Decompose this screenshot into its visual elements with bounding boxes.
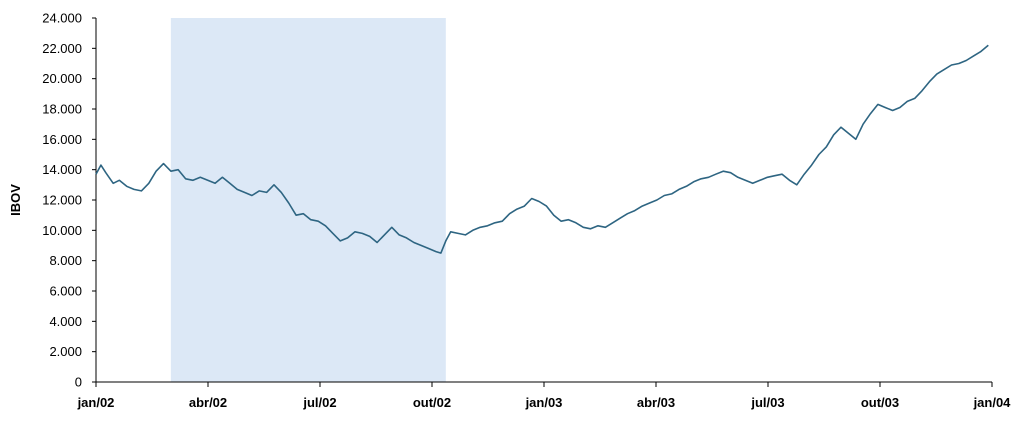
y-tick-label: 24.000 [42, 11, 82, 26]
x-tick-label: out/03 [861, 395, 899, 410]
x-tick-label: abr/02 [189, 395, 227, 410]
y-tick-label: 14.000 [42, 162, 82, 177]
y-tick-label: 8.000 [49, 253, 82, 268]
x-tick-label: jan/03 [525, 395, 563, 410]
y-axis-title: IBOV [8, 184, 23, 216]
x-tick-label: jan/04 [973, 395, 1012, 410]
y-tick-label: 16.000 [42, 132, 82, 147]
x-tick-label: abr/03 [637, 395, 675, 410]
x-axis: jan/02 abr/02 jul/02 out/02 jan/03 abr/03 jul/… [77, 381, 1012, 410]
y-tick-label: 4.000 [49, 314, 82, 329]
x-tick-label: jul/02 [302, 395, 336, 410]
x-tick-label: jul/03 [750, 395, 784, 410]
series-line-ibov [95, 44, 989, 254]
y-tick-label: 10.000 [42, 223, 82, 238]
y-tick-label: 6.000 [49, 284, 82, 299]
y-tick-label: 18.000 [42, 102, 82, 117]
y-tick-label: 22.000 [42, 41, 82, 56]
y-axis: 0 2.000 4.000 6.000 8.000 10.000 12.000 14.000 1… [42, 11, 97, 390]
x-tick-label: out/02 [413, 395, 451, 410]
y-tick-label: 2.000 [49, 344, 82, 359]
x-tick-label: jan/02 [77, 395, 115, 410]
y-tick-label: 0 [75, 375, 82, 390]
y-tick-label: 12.000 [42, 193, 82, 208]
y-tick-label: 20.000 [42, 71, 82, 86]
shaded-period-region [170, 18, 446, 382]
